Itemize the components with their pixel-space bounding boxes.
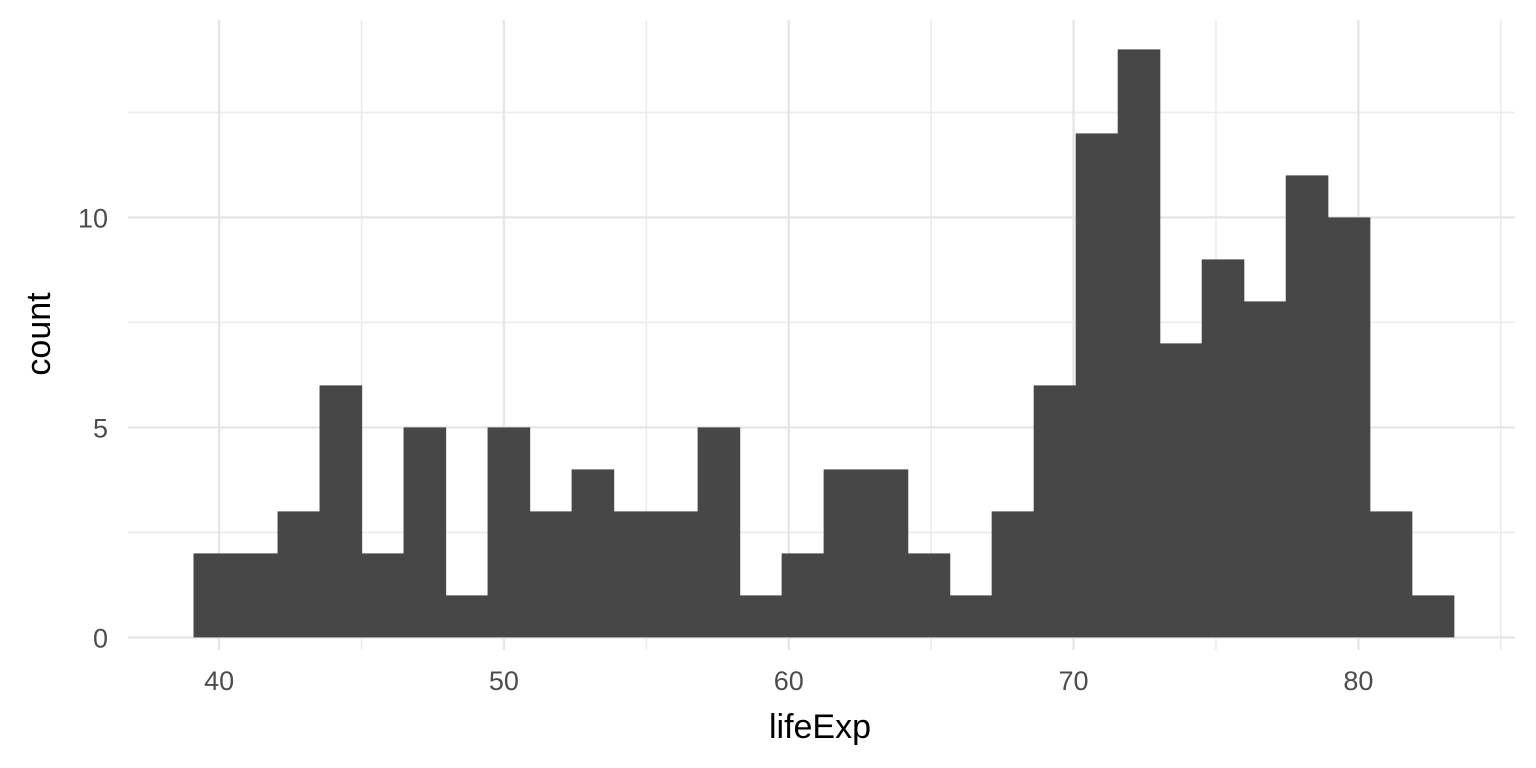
histogram-bar (193, 553, 237, 638)
histogram-bar (445, 595, 489, 638)
histogram-bar (1411, 595, 1455, 638)
y-tick-label: 0 (93, 623, 108, 653)
histogram-bar (991, 511, 1035, 638)
x-tick-label: 70 (1059, 666, 1089, 696)
histogram-bar (529, 511, 573, 638)
histogram-bar (781, 553, 825, 638)
histogram-bar (319, 385, 363, 638)
y-tick-label: 10 (78, 203, 108, 233)
histogram-bar (1369, 511, 1413, 638)
histogram-bar (949, 595, 993, 638)
histogram-bar (655, 511, 699, 638)
histogram-bar (1285, 175, 1329, 638)
y-tick-label: 5 (93, 413, 108, 443)
histogram-bar (907, 553, 951, 638)
histogram-bar (823, 469, 867, 638)
x-axis-tick-labels: 40 50 60 70 80 (204, 666, 1373, 696)
histogram-bar (361, 553, 405, 638)
x-tick-label: 50 (489, 666, 519, 696)
histogram-bar (1117, 49, 1161, 638)
y-axis-title: count (20, 292, 58, 376)
histogram-bar (1033, 385, 1077, 638)
x-tick-label: 80 (1343, 666, 1373, 696)
histogram-bar (235, 553, 279, 638)
histogram-bar (739, 595, 783, 638)
histogram-bar (1243, 301, 1287, 638)
histogram-bar (1159, 343, 1203, 638)
y-axis-tick-labels: 0 5 10 (78, 203, 108, 653)
histogram-bar (571, 469, 615, 638)
x-axis-title: lifeExp (769, 708, 871, 746)
histogram-bar (613, 511, 657, 638)
x-tick-label: 40 (204, 666, 234, 696)
x-tick-label: 60 (774, 666, 804, 696)
histogram-bar (403, 427, 447, 638)
histogram-bar (1327, 217, 1371, 638)
bars (193, 49, 1455, 638)
histogram-bar (697, 427, 741, 638)
histogram-bar (865, 469, 909, 638)
histogram-bar (277, 511, 321, 638)
histogram-bar (1201, 259, 1245, 638)
histogram-bar (487, 427, 531, 638)
histogram-bar (1075, 133, 1119, 638)
